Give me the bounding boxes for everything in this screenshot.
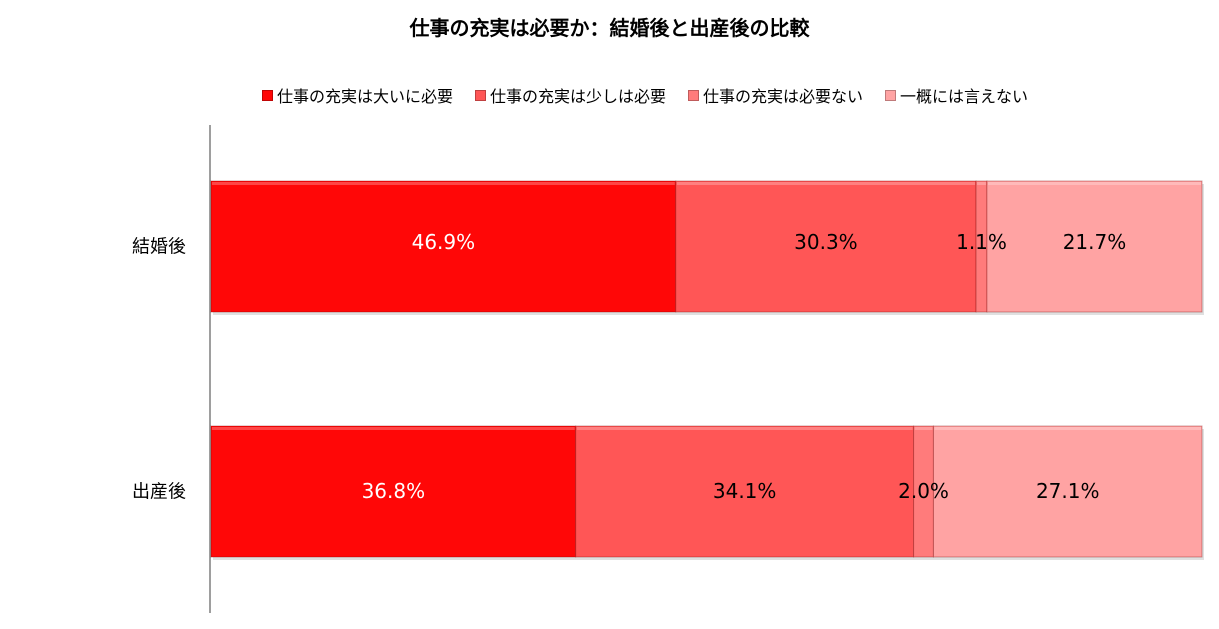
data-label: 36.8% — [362, 479, 426, 503]
legend-label: 仕事の充実は大いに必要 — [277, 87, 454, 106]
bar-segment — [210, 180, 677, 313]
bar-highlight — [987, 182, 1201, 185]
bar-segment — [932, 425, 1203, 558]
bar-highlight — [676, 182, 976, 185]
bar-highlight — [212, 182, 675, 185]
bar-segment — [986, 180, 1203, 313]
legend: 仕事の充実は大いに必要 仕事の充実は少しは必要 仕事の充実は必要ない 一概には言えない — [262, 83, 1028, 107]
data-label: 30.3% — [794, 230, 858, 254]
legend-swatch — [885, 89, 897, 101]
bar-segment — [575, 425, 915, 558]
legend-item: 仕事の充実は必要ない — [688, 83, 863, 107]
bar-highlight — [977, 182, 986, 185]
legend-item: 仕事の充実は大いに必要 — [262, 83, 453, 107]
bar-segment — [210, 425, 577, 558]
data-label: 21.7% — [1063, 230, 1127, 254]
legend-label: 仕事の充実は必要ない — [703, 87, 864, 106]
legend-swatch — [688, 89, 700, 101]
chart-title: 仕事の充実は必要か：結婚後と出産後の比較 — [409, 16, 810, 40]
data-label: 46.9% — [412, 230, 476, 254]
data-label: 27.1% — [1036, 479, 1100, 503]
legend-label: 仕事の充実は少しは必要 — [490, 87, 667, 106]
legend-label: 一概には言えない — [900, 87, 1029, 106]
category-label: 結婚後 — [132, 237, 186, 258]
legend-item: 一概には言えない — [885, 83, 1028, 107]
bar-segment — [675, 180, 977, 313]
legend-item: 仕事の充実は少しは必要 — [475, 83, 666, 107]
data-label: 1.1% — [956, 230, 1007, 254]
bar-highlight — [914, 427, 933, 430]
legend-swatch — [262, 89, 273, 101]
bar-highlight — [576, 427, 913, 430]
data-label: 2.0% — [898, 479, 949, 503]
bar-highlight — [934, 427, 1201, 430]
data-label: 34.1% — [713, 479, 777, 503]
legend-swatch — [475, 89, 487, 101]
category-label: 出産後 — [132, 482, 186, 503]
bar-highlight — [212, 427, 575, 430]
